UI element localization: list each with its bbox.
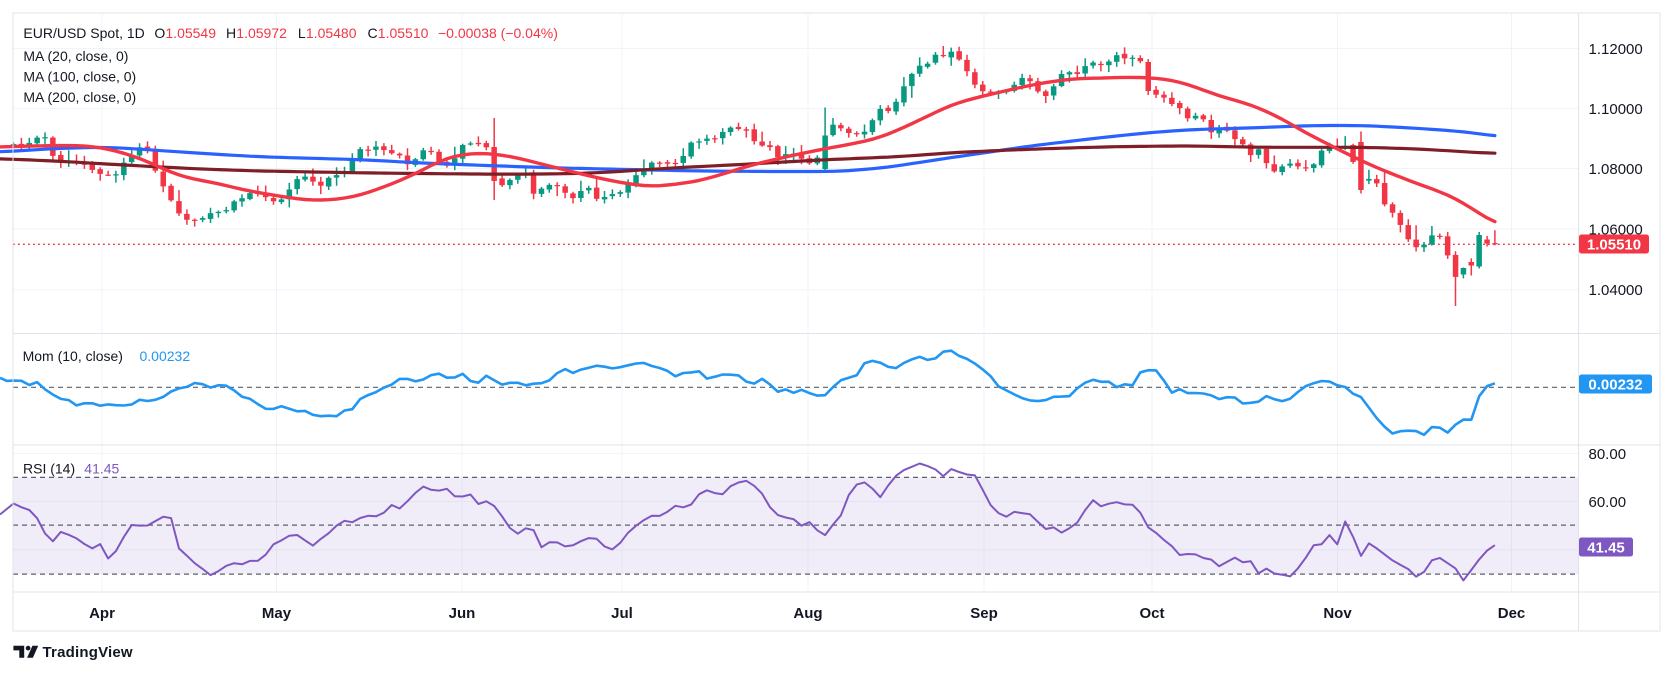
svg-text:Aug: Aug bbox=[793, 605, 822, 622]
svg-text:1.04000: 1.04000 bbox=[1589, 282, 1643, 299]
svg-text:1.12000: 1.12000 bbox=[1589, 41, 1643, 58]
svg-text:Mom (10, close): Mom (10, close) bbox=[23, 348, 123, 364]
svg-text:C: C bbox=[368, 25, 378, 41]
svg-text:0.00232: 0.00232 bbox=[140, 348, 191, 364]
svg-text:Oct: Oct bbox=[1139, 605, 1164, 622]
svg-text:80.00: 80.00 bbox=[1589, 446, 1627, 463]
svg-text:Sep: Sep bbox=[970, 605, 998, 622]
svg-text:Jun: Jun bbox=[449, 605, 476, 622]
svg-text:1.08000: 1.08000 bbox=[1589, 161, 1643, 178]
svg-text:1.05510: 1.05510 bbox=[378, 25, 429, 41]
svg-text:Dec: Dec bbox=[1498, 605, 1526, 622]
svg-text:Jul: Jul bbox=[611, 605, 633, 622]
svg-text:RSI (14): RSI (14) bbox=[23, 461, 75, 477]
svg-text:41.45: 41.45 bbox=[1587, 539, 1625, 556]
svg-text:1.05510: 1.05510 bbox=[1587, 236, 1641, 253]
svg-text:−0.00038 (−0.04%): −0.00038 (−0.04%) bbox=[438, 25, 558, 41]
svg-text:MA (20, close, 0): MA (20, close, 0) bbox=[23, 48, 128, 64]
svg-text:41.45: 41.45 bbox=[84, 461, 119, 477]
svg-text:MA (100, close, 0): MA (100, close, 0) bbox=[23, 68, 136, 84]
svg-text:H: H bbox=[226, 25, 236, 41]
svg-text:1.05972: 1.05972 bbox=[236, 25, 287, 41]
svg-text:May: May bbox=[262, 605, 292, 622]
svg-text:1.06000: 1.06000 bbox=[1589, 221, 1643, 238]
svg-text:Nov: Nov bbox=[1323, 605, 1352, 622]
svg-text:O: O bbox=[154, 25, 165, 41]
svg-text:1.05480: 1.05480 bbox=[306, 25, 357, 41]
svg-text:Apr: Apr bbox=[89, 605, 115, 622]
svg-text:1.10000: 1.10000 bbox=[1589, 101, 1643, 118]
svg-text:L: L bbox=[298, 25, 306, 41]
svg-text:1.05549: 1.05549 bbox=[165, 25, 216, 41]
svg-text:MA (200, close, 0): MA (200, close, 0) bbox=[23, 89, 136, 105]
svg-text:0.00232: 0.00232 bbox=[1588, 376, 1642, 393]
svg-text:TradingView: TradingView bbox=[43, 644, 133, 661]
svg-text:EUR/USD Spot, 1D: EUR/USD Spot, 1D bbox=[23, 25, 144, 41]
svg-text:60.00: 60.00 bbox=[1589, 494, 1627, 511]
